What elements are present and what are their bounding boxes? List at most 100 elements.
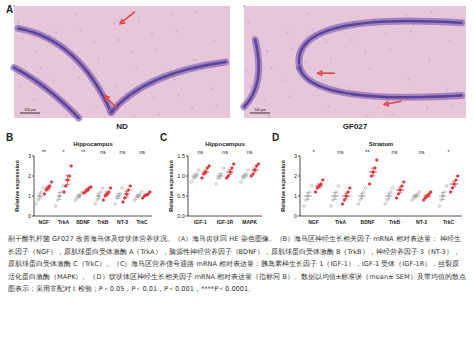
y-tick [32,176,34,177]
error-stem [126,191,127,197]
error-cap [77,197,81,198]
cell-layer-core [111,62,225,112]
error-stem [254,168,255,172]
error-cap [38,193,42,194]
error-cap [360,193,364,194]
x-tick-label: TrkC [137,219,149,225]
data-point [384,203,387,206]
y-axis-label: Relative expression [14,160,20,212]
error-stem [388,193,389,199]
data-point [90,186,93,189]
marks [303,159,459,208]
data-point [129,185,132,188]
marks [35,165,151,208]
texture [348,87,350,89]
cell-layer-core [300,68,462,98]
texture [430,11,432,13]
texture [95,105,97,107]
data-point [368,183,371,186]
x-tick-label: NT-3 [117,219,128,225]
data-point [62,185,65,188]
texture [286,31,288,33]
texture [266,50,268,52]
texture [389,49,391,51]
error-bar [253,168,257,172]
panel-label: B [6,132,13,143]
data-point [232,163,235,166]
data-point [357,203,360,206]
texture [428,59,430,61]
texture [211,88,213,90]
error-cap [97,193,101,194]
error-cap [360,198,364,199]
texture [33,98,35,100]
chart-title: Hippocampus [205,141,245,147]
texture [289,95,291,97]
texture [291,48,293,50]
error-cap [193,174,197,175]
error-bar [218,174,222,179]
texture [53,79,55,81]
y-tick [186,196,188,197]
he-image: 100 μm [243,5,466,118]
error-stem [427,195,428,198]
error-cap [452,181,456,182]
error-cap [306,199,310,200]
texture [131,51,133,53]
data-point [222,167,225,170]
texture [93,41,95,43]
y-tick-label: 2 [28,173,31,179]
error-cap [77,194,81,195]
y-tick [298,176,300,177]
error-cap [218,178,222,179]
cell-layer [299,21,462,68]
error-cap [105,192,109,193]
x-tick-label: NT-3 [416,219,427,225]
data-point [240,181,243,184]
y-axis [188,156,189,216]
significance-label: ns [338,149,344,155]
error-cap [218,173,222,174]
y-axis-label: Relative expression [280,160,286,212]
error-cap [414,197,418,198]
data-point [42,187,45,190]
error-stem [400,187,401,193]
error-stem [87,189,88,191]
x-tick-label: BDNF [76,219,90,225]
mean-line [412,196,420,197]
error-cap [414,194,418,195]
significance-label: ns [392,149,398,155]
error-bar [414,195,418,198]
x-tick-label: BDNF [361,219,375,225]
texture [327,105,329,107]
texture [408,78,410,80]
error-cap [387,193,391,194]
error-stem [415,195,416,198]
error-bar [333,193,337,200]
chart: HippocampusRelative expression0.00.51.01… [168,141,262,225]
data-point [348,187,351,190]
data-point [391,187,394,190]
data-point [227,175,230,178]
error-cap [136,197,140,198]
cell-layer [14,68,79,118]
error-bar [371,168,375,176]
error-bar [105,192,109,196]
texture [410,30,412,32]
error-stem [79,195,80,198]
image-label: GF027 [343,122,368,131]
data-point [43,193,46,196]
error-stem [138,195,139,198]
texture [117,39,119,41]
error-cap [136,194,140,195]
y-tick-label: 0 [28,213,31,219]
error-cap [144,194,148,195]
error-cap [57,199,61,200]
error-stem [346,193,347,199]
x-tick-label: NGF [308,219,319,225]
error-cap [425,197,429,198]
mean-line [76,196,82,197]
data-point [341,203,344,206]
data-point [149,191,152,194]
error-bar [116,193,120,198]
